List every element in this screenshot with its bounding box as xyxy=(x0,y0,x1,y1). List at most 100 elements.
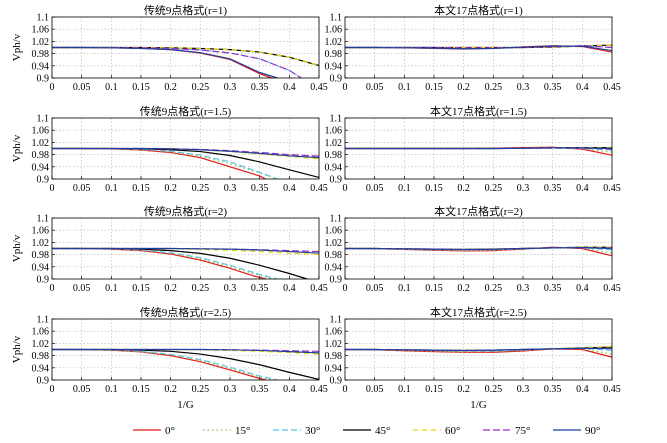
x-tick-label: 0.45 xyxy=(310,384,328,395)
x-tick-label: 0.35 xyxy=(544,283,562,294)
y-tick-label: 0.94 xyxy=(32,262,50,273)
y-tick-label: 1.06 xyxy=(32,126,50,137)
legend-item: 75° xyxy=(483,425,530,437)
chart-panel: 0 0.05 0.1 0.15 0.2 0.25 0.3 0.35 0.4 0.45 0.9 0.94… xyxy=(11,104,328,194)
y-tick-label: 1.1 xyxy=(37,13,50,24)
legend-label: 30° xyxy=(305,425,320,437)
plot-frame xyxy=(51,117,320,180)
y-tick-label: 0.94 xyxy=(32,162,50,173)
x-tick-label: 0.3 xyxy=(224,384,237,395)
series-group xyxy=(52,46,319,78)
plot-frame xyxy=(344,318,613,381)
legend-item: 45° xyxy=(343,425,390,437)
y-tick-label: 1.02 xyxy=(32,138,50,149)
series-group xyxy=(345,44,612,53)
series-line-0deg xyxy=(345,348,612,358)
plot-frame xyxy=(344,217,613,280)
x-tick-label: 0.45 xyxy=(603,384,621,395)
x-tick-label: 0.05 xyxy=(73,384,91,395)
x-tick-label: 0.05 xyxy=(366,283,384,294)
y-tick-label: 0.9 xyxy=(37,376,50,387)
x-tick-label: 0.4 xyxy=(283,183,296,194)
x-tick-label: 0.05 xyxy=(73,82,91,93)
series-line-45deg xyxy=(52,247,308,279)
x-tick-label: 0.05 xyxy=(73,183,91,194)
series-line-60deg xyxy=(52,46,319,67)
panel-title: 传统9点格式(r=2) xyxy=(144,204,228,218)
chart-panel: 0 0.05 0.1 0.15 0.2 0.25 0.3 0.35 0.4 0.45 0.9 0.94… xyxy=(11,305,328,411)
x-tick-label: 0.1 xyxy=(398,82,411,93)
x-tick-label: 0.35 xyxy=(251,384,269,395)
plot-frame xyxy=(51,318,320,381)
x-tick-label: 0.2 xyxy=(164,82,177,93)
legend-item: 15° xyxy=(203,425,250,437)
x-tick-label: 0.3 xyxy=(517,82,530,93)
panel-title: 传统9点格式(r=1) xyxy=(144,3,228,17)
series-line-0deg xyxy=(52,247,266,279)
legend-item: 30° xyxy=(273,425,320,437)
series-group xyxy=(345,345,612,358)
x-tick-label: 0.15 xyxy=(425,384,443,395)
y-tick-label: 0.94 xyxy=(32,363,50,374)
x-tick-label: 0.3 xyxy=(224,183,237,194)
series-line-90deg xyxy=(52,46,278,78)
x-tick-label: 0.25 xyxy=(192,183,210,194)
x-tick-label: 0.05 xyxy=(366,384,384,395)
y-tick-label: 1.06 xyxy=(32,226,50,237)
x-tick-label: 0.15 xyxy=(425,283,443,294)
x-axis-label: 1/G xyxy=(470,399,487,411)
series-group xyxy=(345,246,612,257)
y-tick-label: 0.98 xyxy=(32,49,50,60)
y-tick-label: 0.98 xyxy=(32,351,50,362)
y-tick-label: 1.1 xyxy=(330,214,343,225)
x-tick-label: 0.1 xyxy=(105,82,118,93)
x-tick-label: 0.4 xyxy=(576,183,589,194)
y-tick-label: 1.06 xyxy=(325,126,343,137)
x-tick-label: 0.05 xyxy=(366,183,384,194)
panel-title: 本文17点格式(r=2.5) xyxy=(430,305,527,319)
x-tick-label: 0.4 xyxy=(576,283,589,294)
y-axis-label: Vph/v xyxy=(11,234,23,262)
plot-frame xyxy=(51,217,320,280)
y-tick-label: 1.1 xyxy=(330,315,343,326)
x-tick-label: 0 xyxy=(50,82,55,93)
x-tick-label: 0.2 xyxy=(457,283,470,294)
x-tick-label: 0 xyxy=(50,283,55,294)
series-group xyxy=(345,146,612,156)
x-tick-label: 0.2 xyxy=(164,283,177,294)
series-line-90deg xyxy=(52,247,319,254)
x-tick-label: 0 xyxy=(50,183,55,194)
x-tick-label: 0.35 xyxy=(251,283,269,294)
y-tick-label: 1.02 xyxy=(32,37,50,48)
y-tick-label: 0.9 xyxy=(330,74,343,85)
y-tick-label: 0.98 xyxy=(325,49,343,60)
x-tick-label: 0.25 xyxy=(192,82,210,93)
y-tick-label: 0.98 xyxy=(325,351,343,362)
series-line-30deg xyxy=(52,348,278,380)
x-tick-label: 0.15 xyxy=(425,183,443,194)
x-tick-label: 0.4 xyxy=(283,82,296,93)
series-line-45deg xyxy=(52,147,319,179)
x-tick-label: 0.05 xyxy=(73,283,91,294)
legend-label: 60° xyxy=(445,425,460,437)
y-tick-label: 1.02 xyxy=(325,138,343,149)
legend-label: 90° xyxy=(585,425,600,437)
panel-title: 本文17点格式(r=1.5) xyxy=(430,104,527,118)
y-tick-label: 0.94 xyxy=(32,61,50,72)
y-tick-label: 0.9 xyxy=(330,275,343,286)
x-tick-label: 0.15 xyxy=(132,283,150,294)
chart-panel: 0 0.05 0.1 0.15 0.2 0.25 0.3 0.35 0.4 0.45 0.9 0.94… xyxy=(325,3,621,93)
x-tick-label: 0.15 xyxy=(132,384,150,395)
x-tick-label: 0.3 xyxy=(224,283,237,294)
x-tick-label: 0.25 xyxy=(485,82,503,93)
x-tick-label: 0 xyxy=(343,384,348,395)
x-tick-label: 0.2 xyxy=(457,82,470,93)
x-tick-label: 0.4 xyxy=(576,384,589,395)
x-tick-label: 0.35 xyxy=(544,384,562,395)
legend-item: 90° xyxy=(553,425,600,437)
series-line-90deg xyxy=(52,348,319,354)
x-tick-label: 0.1 xyxy=(105,283,118,294)
x-tick-label: 0.35 xyxy=(251,183,269,194)
series-line-0deg xyxy=(52,348,266,380)
